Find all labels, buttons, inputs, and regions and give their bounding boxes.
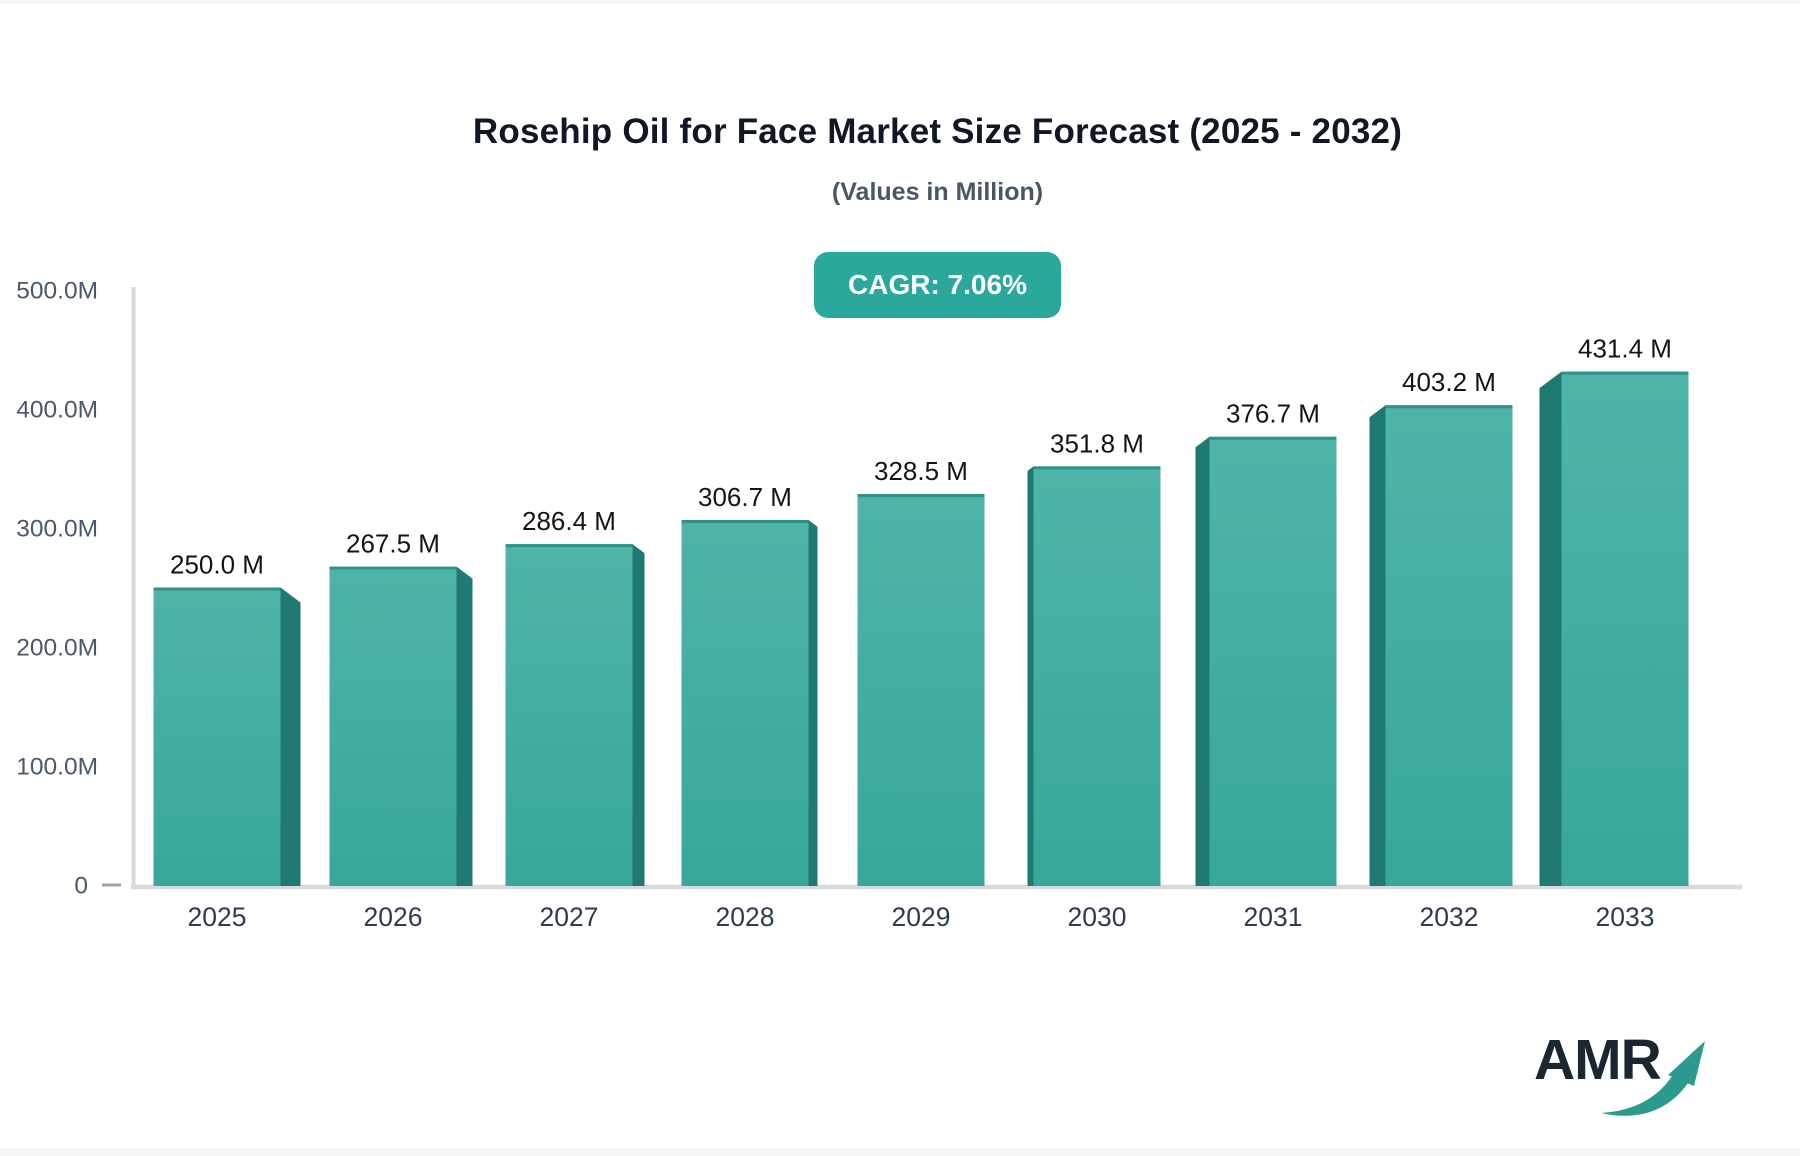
bar-value-label: 286.4 M bbox=[522, 506, 616, 536]
bar-group-2030: 351.8 M 2030 bbox=[1027, 428, 1161, 932]
bar-side-panel bbox=[280, 587, 301, 886]
bar-group-2025: 250.0 M 2025 bbox=[153, 550, 301, 932]
bar bbox=[857, 494, 985, 886]
bar-value-label: 328.5 M bbox=[874, 456, 968, 486]
amr-logo: AMR bbox=[1534, 1030, 1724, 1120]
bar-group-2028: 306.7 M 2028 bbox=[681, 482, 818, 932]
bar bbox=[1561, 371, 1689, 886]
amr-logo-text: AMR bbox=[1534, 1028, 1662, 1092]
bar bbox=[505, 544, 633, 886]
y-tick-label: 0 bbox=[74, 873, 88, 900]
bar-value-label: 351.8 M bbox=[1050, 428, 1144, 458]
x-tick-label: 2029 bbox=[892, 902, 951, 932]
bar-value-label: 431.4 M bbox=[1578, 334, 1672, 364]
bar bbox=[153, 587, 281, 886]
bar-side-panel bbox=[1195, 436, 1210, 886]
y-tick-label: 200.0M bbox=[16, 635, 98, 662]
bar bbox=[1209, 436, 1337, 886]
chart-title: Rosehip Oil for Face Market Size Forecas… bbox=[472, 112, 1403, 151]
bar-group-2032: 403.2 M 2032 bbox=[1369, 367, 1513, 932]
bar-side-panel bbox=[1539, 371, 1562, 886]
chart-header: Rosehip Oil for Face Market Size Forecas… bbox=[75, 112, 1800, 318]
page-edge-top bbox=[0, 0, 1800, 4]
bar-value-label: 306.7 M bbox=[698, 482, 792, 512]
bar-group-2027: 286.4 M 2027 bbox=[505, 506, 645, 932]
bar bbox=[1033, 466, 1161, 886]
bar-group-2033: 431.4 M 2033 bbox=[1539, 334, 1689, 932]
x-tick-label: 2027 bbox=[540, 902, 599, 932]
bar-side-panel bbox=[1027, 466, 1034, 886]
x-tick-label: 2031 bbox=[1244, 902, 1303, 932]
y-tick-label: 100.0M bbox=[16, 754, 98, 781]
growth-arrow-icon bbox=[1601, 1041, 1705, 1116]
chart-subtitle: (Values in Million) bbox=[831, 178, 1044, 206]
bar-value-label: 250.0 M bbox=[170, 550, 264, 580]
bar-value-label: 403.2 M bbox=[1402, 367, 1496, 397]
bar-value-label: 267.5 M bbox=[346, 529, 440, 559]
x-tick-label: 2032 bbox=[1420, 902, 1479, 932]
x-tick-label: 2028 bbox=[716, 902, 775, 932]
x-tick-label: 2025 bbox=[188, 902, 247, 932]
bar-side-panel bbox=[632, 544, 645, 886]
bar-side-panel bbox=[456, 566, 473, 886]
bar-group-2029: 328.5 M 2029 bbox=[857, 456, 985, 932]
bar bbox=[1385, 405, 1513, 886]
cagr-badge: CAGR: 7.06% bbox=[814, 252, 1061, 318]
bar-side-panel bbox=[1369, 405, 1386, 886]
x-tick-label: 2033 bbox=[1596, 902, 1655, 932]
y-tick-label: 500.0M bbox=[16, 278, 98, 305]
y-tick-label: 400.0M bbox=[16, 397, 98, 424]
bar-group-2031: 376.7 M 2031 bbox=[1195, 399, 1337, 932]
page-edge-bottom bbox=[0, 1148, 1800, 1156]
x-tick-label: 2026 bbox=[364, 902, 423, 932]
y-tick-label: 300.0M bbox=[16, 516, 98, 543]
bar-side-panel bbox=[808, 520, 818, 886]
x-tick-label: 2030 bbox=[1068, 902, 1127, 932]
bar bbox=[681, 520, 809, 886]
bar-group-2026: 267.5 M 2026 bbox=[329, 529, 473, 932]
bar-value-label: 376.7 M bbox=[1226, 399, 1320, 429]
bar bbox=[329, 566, 457, 886]
